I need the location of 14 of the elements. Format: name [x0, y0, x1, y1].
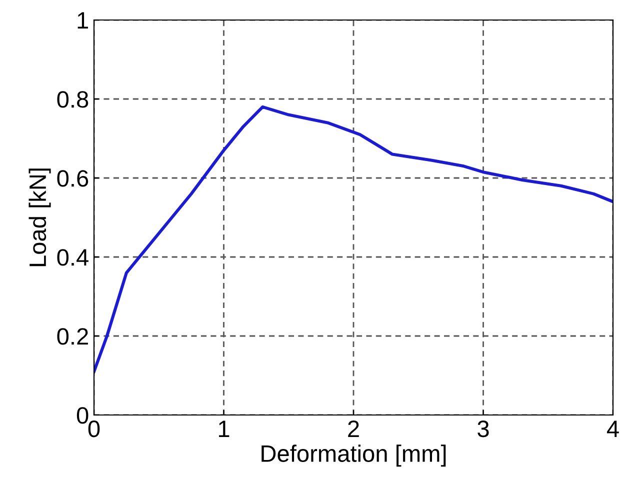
- y-tick-label: 0.2: [57, 328, 88, 345]
- y-tick-label: 0.6: [57, 170, 88, 187]
- line-series: [94, 105, 613, 374]
- x-tick-label: 0: [88, 420, 100, 438]
- y-tick-label: 0: [76, 407, 88, 424]
- y-axis-title: Load [kN]: [28, 168, 51, 266]
- x-axis-title: Deformation [mm]: [262, 444, 446, 467]
- y-tick-label: 0.8: [57, 91, 88, 108]
- y-tick-label: 1: [78, 12, 88, 29]
- x-tick-label: 2: [348, 420, 359, 437]
- x-tick-label: 4: [606, 420, 619, 437]
- x-tick-label: 3: [478, 420, 489, 438]
- y-tick-label: 0.4: [57, 249, 88, 266]
- x-tick-label: 1: [218, 420, 230, 437]
